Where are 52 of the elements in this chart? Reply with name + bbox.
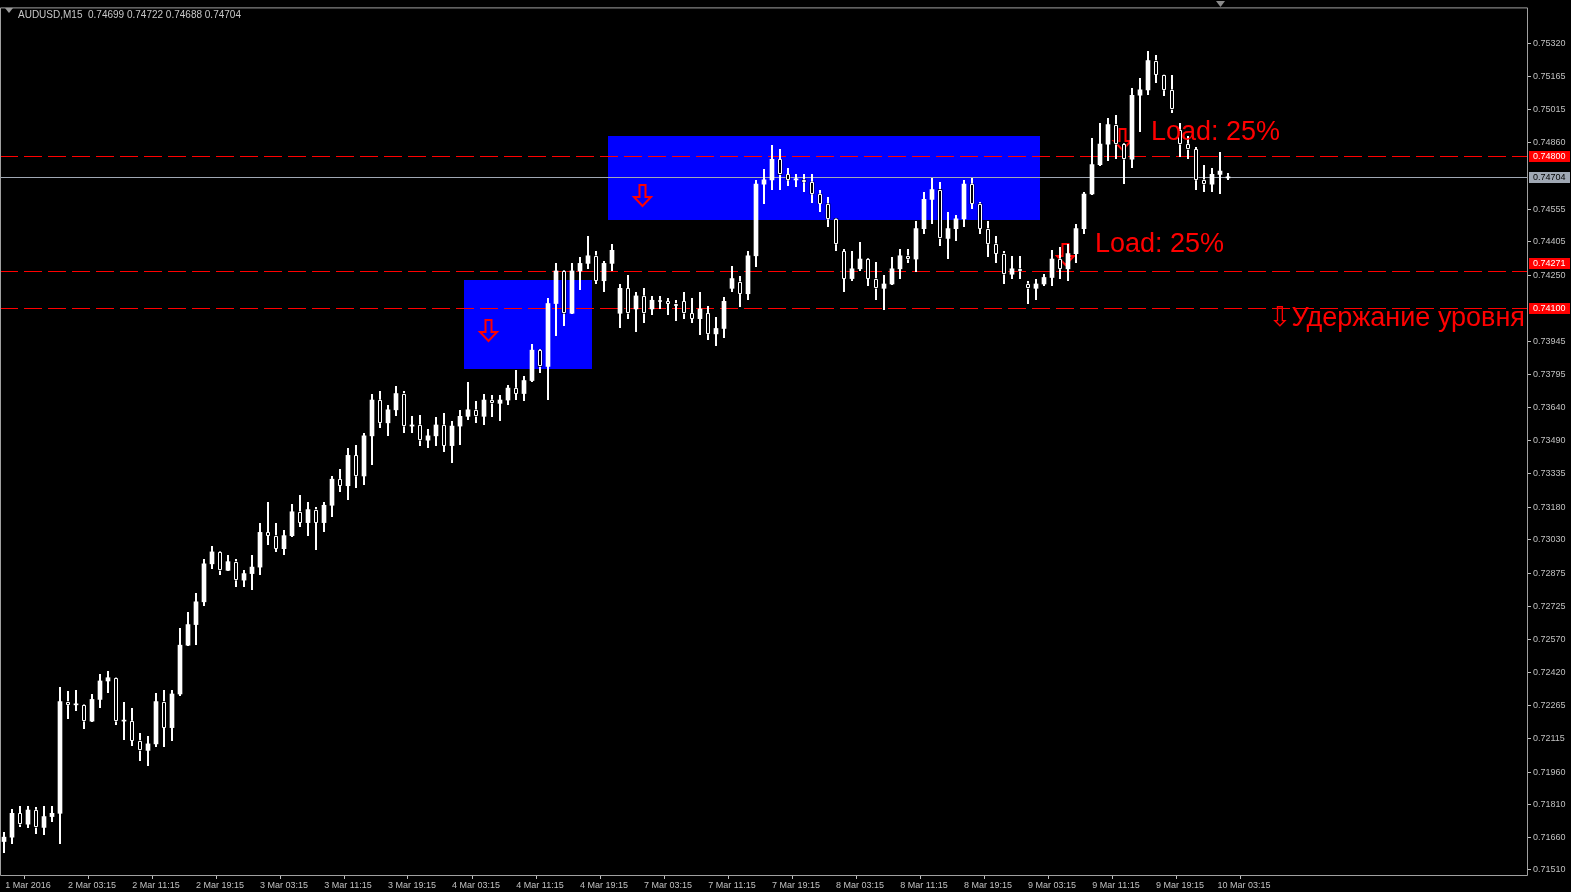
x-tick-label: 8 Mar 19:15 [963, 879, 1013, 890]
y-tick-label: 0.71660 [1533, 831, 1566, 842]
y-tick-label: 0.72875 [1533, 568, 1566, 579]
y-tick-label: 0.75320 [1533, 37, 1566, 48]
y-tick-label: 0.72420 [1533, 666, 1566, 677]
y-tick-label: 0.73335 [1533, 468, 1566, 479]
x-tick-label: 9 Mar 03:15 [1027, 879, 1077, 890]
y-tick-label: 0.73490 [1533, 434, 1566, 445]
x-tick-label: 4 Mar 19:15 [579, 879, 629, 890]
y-tick-label: 0.72265 [1533, 700, 1566, 711]
y-tick-label: 0.75165 [1533, 71, 1566, 82]
x-tick-label: 3 Mar 19:15 [387, 879, 437, 890]
x-tick-label: 2 Mar 19:15 [195, 879, 245, 890]
x-tick-label: 7 Mar 03:15 [643, 879, 693, 890]
y-tick-label: 0.74250 [1533, 269, 1566, 280]
chart-title: AUDUSD,M15 0.74699 0.74722 0.74688 0.74704 [18, 9, 242, 21]
x-tick-label: 3 Mar 11:15 [324, 879, 372, 890]
y-tick-label: 0.75015 [1533, 103, 1566, 114]
x-tick-label: 9 Mar 11:15 [1092, 879, 1140, 890]
y-tick-label: 0.71810 [1533, 799, 1566, 810]
y-tick-label: 0.74405 [1533, 236, 1566, 247]
x-tick-label: 1 Mar 2016 [5, 879, 51, 890]
ref-line-label: 0.74704 [1533, 171, 1566, 182]
y-tick-label: 0.73180 [1533, 501, 1566, 512]
x-tick-label: 2 Mar 11:15 [132, 879, 180, 890]
x-tick-label: 4 Mar 03:15 [451, 879, 501, 890]
annotation: Load: 25% [1095, 228, 1225, 259]
x-tick-label: 10 Mar 03:15 [1217, 879, 1271, 890]
y-tick-label: 0.74860 [1533, 137, 1566, 148]
ref-line-label: 0.74100 [1533, 302, 1566, 313]
y-tick-label: 0.73640 [1533, 402, 1566, 413]
x-tick-label: 2 Mar 03:15 [67, 879, 117, 890]
x-tick-label: 4 Mar 11:15 [516, 879, 564, 890]
y-tick-label: 0.73030 [1533, 534, 1566, 545]
ref-line-label: 0.74271 [1533, 257, 1566, 268]
x-tick-label: 7 Mar 11:15 [708, 879, 756, 890]
y-tick-label: 0.71510 [1533, 864, 1566, 875]
x-tick-label: 9 Mar 19:15 [1155, 879, 1205, 890]
y-tick-label: 0.71960 [1533, 766, 1566, 777]
y-tick-label: 0.73795 [1533, 368, 1566, 379]
x-tick-label: 7 Mar 19:15 [771, 879, 821, 890]
x-tick-label: 8 Mar 03:15 [835, 879, 885, 890]
y-tick-label: 0.72725 [1533, 600, 1566, 611]
y-tick-label: 0.72115 [1533, 732, 1565, 743]
ref-line-label: 0.74800 [1533, 150, 1566, 161]
y-tick-label: 0.74555 [1533, 203, 1566, 214]
y-tick-label: 0.72570 [1533, 634, 1566, 645]
annotation: ⇩Удержание уровня [1268, 302, 1525, 333]
x-tick-label: 8 Mar 11:15 [900, 879, 948, 890]
y-tick-label: 0.73945 [1533, 335, 1566, 346]
candlestick [265, 502, 271, 545]
x-tick-label: 3 Mar 03:15 [259, 879, 309, 890]
